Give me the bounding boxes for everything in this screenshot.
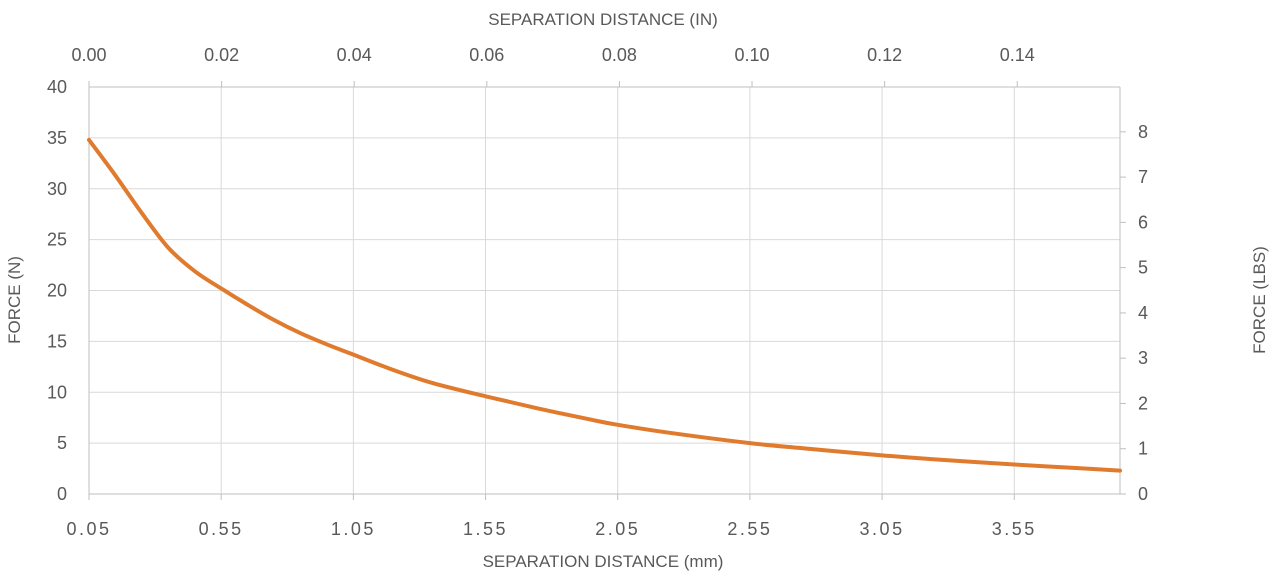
y2-tick-label: 1 xyxy=(1138,439,1148,459)
x2-tick-label: 0.04 xyxy=(337,45,372,65)
x2-tick-label: 0.08 xyxy=(602,45,637,65)
x2-axis-title: SEPARATION DISTANCE (IN) xyxy=(488,10,718,29)
y-tick-label: 20 xyxy=(47,281,67,301)
x-axis-title: SEPARATION DISTANCE (mm) xyxy=(483,552,724,571)
y2-tick-label: 0 xyxy=(1138,484,1148,504)
series-layer xyxy=(87,137,1122,473)
x-tick-label: 0.55 xyxy=(199,519,244,539)
x-tick-label: 2.55 xyxy=(727,519,772,539)
y-tick-label: 5 xyxy=(57,433,67,453)
x-tick-label: 3.55 xyxy=(992,519,1037,539)
y-tick-label: 35 xyxy=(47,128,67,148)
x-tick-label: 1.05 xyxy=(331,519,376,539)
y2-tick-label: 8 xyxy=(1138,122,1148,142)
y-axis-title: FORCE (N) xyxy=(5,256,24,344)
x-tick-label: 0.05 xyxy=(66,519,111,539)
x2-tick-label: 0.12 xyxy=(867,45,902,65)
y-tick-label: 0 xyxy=(57,484,67,504)
y2-axis-title: FORCE (LBS) xyxy=(1250,246,1269,354)
y2-tick-label: 3 xyxy=(1138,348,1148,368)
y-tick-label: 15 xyxy=(47,331,67,351)
x2-tick-label: 0.00 xyxy=(71,45,106,65)
x-tick-label: 2.05 xyxy=(595,519,640,539)
y2-tick-label: 6 xyxy=(1138,212,1148,232)
y2-tick-label: 5 xyxy=(1138,258,1148,278)
gridlines xyxy=(89,86,1120,494)
x-tick-label: 3.05 xyxy=(860,519,905,539)
axes xyxy=(88,81,1126,500)
y-tick-label: 25 xyxy=(47,230,67,250)
x-tick-label: 1.55 xyxy=(463,519,508,539)
x2-tick-label: 0.14 xyxy=(1000,45,1035,65)
x2-tick-label: 0.10 xyxy=(734,45,769,65)
x2-tick-label: 0.02 xyxy=(204,45,239,65)
x2-tick-label: 0.06 xyxy=(469,45,504,65)
y2-tick-label: 2 xyxy=(1138,393,1148,413)
y-tick-label: 40 xyxy=(47,77,67,97)
y-tick-label: 30 xyxy=(47,179,67,199)
y2-tick-label: 7 xyxy=(1138,167,1148,187)
y-tick-label: 10 xyxy=(47,382,67,402)
force-curve xyxy=(87,137,1122,473)
y2-tick-label: 4 xyxy=(1138,303,1148,323)
